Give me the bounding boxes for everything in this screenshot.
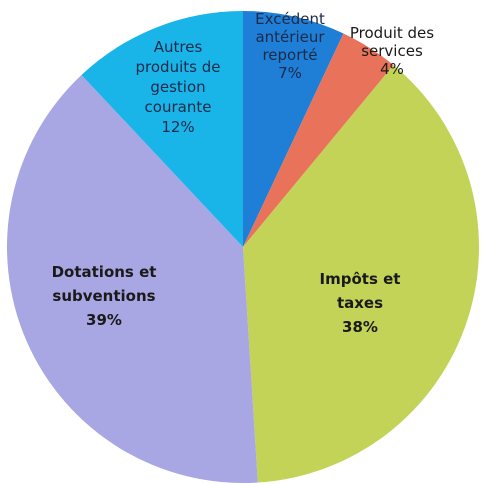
slice-label: Autres produits de gestion courante 12% bbox=[136, 38, 221, 136]
slice-label-line: Impôts et bbox=[320, 270, 401, 288]
pie-slice bbox=[243, 33, 394, 248]
slice-label-line: reporté bbox=[262, 46, 317, 64]
slice-label-line: subventions bbox=[52, 287, 155, 305]
pie-slice bbox=[81, 11, 243, 247]
slice-percent: 38% bbox=[342, 318, 378, 336]
slice-percent: 7% bbox=[278, 64, 302, 82]
pie-labels: Excédent antérieur reporté 7% Produit des ser… bbox=[52, 10, 435, 336]
slice-label: Produit des services 4% bbox=[350, 24, 434, 78]
slice-label-line: antérieur bbox=[255, 28, 325, 46]
slice-label: Excédent antérieur reporté 7% bbox=[255, 10, 325, 82]
pie-slices bbox=[7, 11, 479, 483]
slice-label-line: Dotations et bbox=[52, 263, 157, 281]
slice-percent: 4% bbox=[380, 60, 404, 78]
slice-label-line: Excédent bbox=[255, 10, 325, 28]
slice-label-line: gestion bbox=[150, 78, 205, 96]
slice-label-line: Produit des bbox=[350, 24, 434, 42]
slice-label: Impôts et taxes 38% bbox=[320, 270, 401, 336]
slice-label-line: courante bbox=[145, 98, 212, 116]
slice-percent: 12% bbox=[161, 118, 194, 136]
slice-label-line: produits de bbox=[136, 58, 221, 76]
pie-slice bbox=[243, 65, 479, 483]
slice-label-line: taxes bbox=[337, 294, 383, 312]
pie-slice bbox=[243, 11, 344, 247]
slice-label-line: services bbox=[361, 42, 423, 60]
slice-percent: 39% bbox=[86, 311, 122, 329]
slice-label-line: Autres bbox=[154, 38, 203, 56]
pie-slice bbox=[7, 74, 258, 483]
slice-label: Dotations et subventions 39% bbox=[52, 263, 157, 329]
